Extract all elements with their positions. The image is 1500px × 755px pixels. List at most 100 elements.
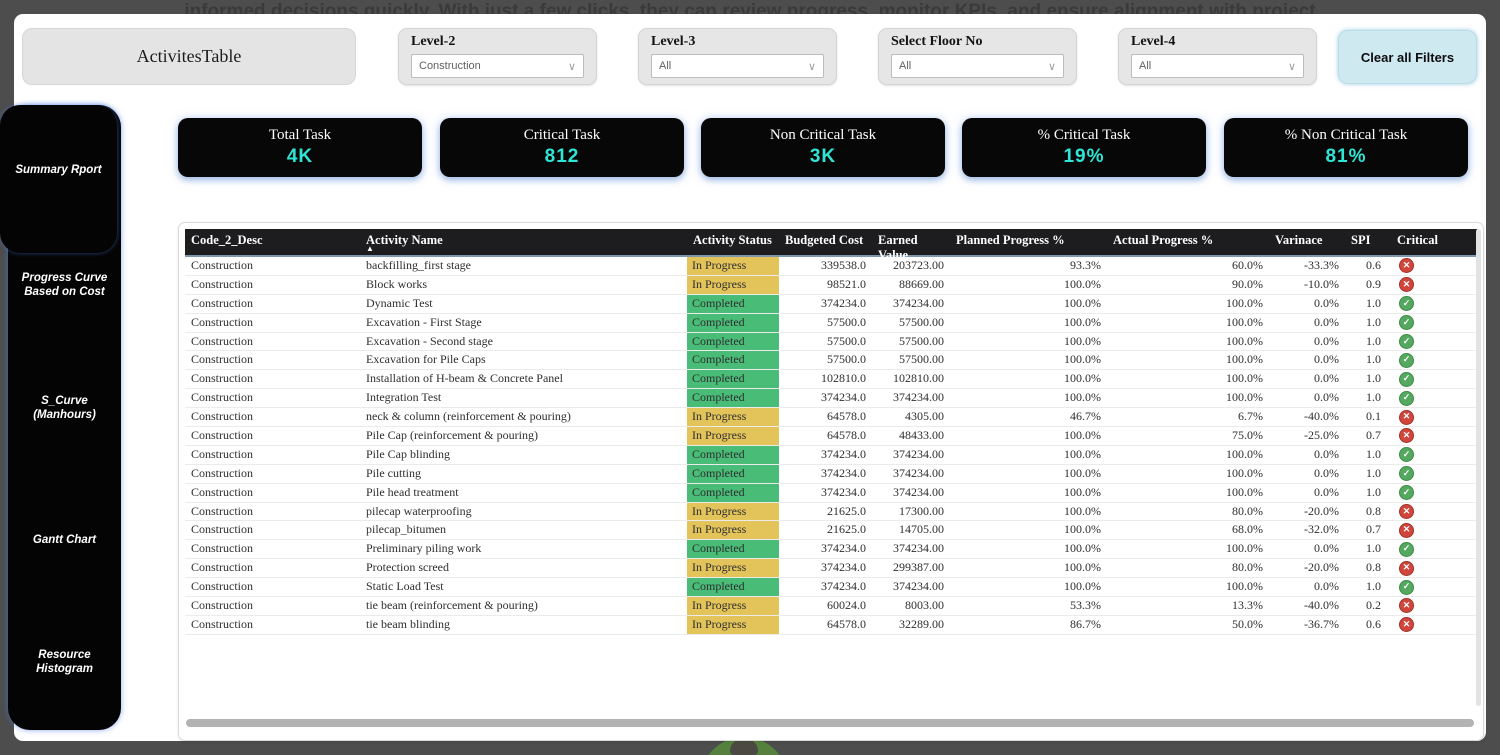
table-body: Construction backfilling_first stage In …: [185, 257, 1477, 635]
cell-spi: 1.0: [1366, 371, 1381, 386]
sidebar-item-summary-report-label: Summary Rport: [15, 164, 102, 176]
column-header-earned-value[interactable]: Earned Value: [878, 233, 918, 262]
status-badge: Completed: [687, 351, 779, 370]
dashboard: ActivitesTable Level-2 Construction ∨ Le…: [0, 14, 1486, 741]
cell-code-2-desc: Construction: [191, 465, 253, 480]
cell-critical: ✓: [1391, 446, 1472, 464]
critical-x-icon: ✕: [1399, 598, 1414, 614]
column-header-critical[interactable]: Critical: [1397, 233, 1438, 247]
table-row[interactable]: Construction Pile head treatment Complet…: [185, 483, 1477, 503]
status-badge: In Progress: [687, 502, 779, 521]
cell-earned-value: 374234.00: [893, 579, 944, 594]
filter-level-3-dropdown[interactable]: All ∨: [651, 54, 824, 78]
table-row[interactable]: Construction Pile Cap blinding Completed…: [185, 445, 1477, 465]
column-header-budgeted-cost[interactable]: Budgeted Cost: [785, 233, 864, 247]
filter-level-2-dropdown[interactable]: Construction ∨: [411, 54, 584, 78]
sidebar-item-progress-curve-cost[interactable]: Progress Curve Based on Cost: [21, 272, 108, 298]
sidebar-item-s-curve-manhours[interactable]: S_Curve (Manhours): [33, 395, 96, 421]
table-row[interactable]: Construction neck & column (reinforcemen…: [185, 408, 1477, 428]
avatar-head: [730, 739, 758, 755]
cell-spi: 0.8: [1366, 560, 1381, 575]
cell-budgeted-cost: 102810.0: [821, 371, 866, 386]
cell-critical: ✓: [1391, 484, 1472, 502]
cell-activity-name: Pile Cap blinding: [366, 446, 450, 461]
column-header-activity-name[interactable]: Activity Name ▲: [360, 229, 687, 263]
critical-check-icon: ✓: [1399, 352, 1414, 368]
cell-spi: 1.0: [1366, 484, 1381, 499]
cell-earned-value: 299387.00: [893, 560, 944, 575]
status-badge: In Progress: [687, 597, 779, 615]
table-row[interactable]: Construction tie beam (reinforcement & p…: [185, 597, 1477, 616]
sidebar-item-resource-histogram[interactable]: Resource Histogram: [36, 649, 93, 675]
cell-variance: -40.0%: [1304, 598, 1339, 613]
cell-spi: 1.0: [1366, 390, 1381, 405]
table-row[interactable]: Construction backfilling_first stage In …: [185, 257, 1477, 276]
column-header-variance[interactable]: Varinace: [1275, 233, 1323, 247]
table-row[interactable]: Construction Excavation - Second stage C…: [185, 332, 1477, 352]
critical-x-icon: ✕: [1399, 617, 1414, 633]
column-header-activity-status[interactable]: Activity Status: [693, 233, 772, 247]
cell-critical: ✕: [1391, 408, 1472, 426]
cell-activity-name: Excavation for Pile Caps: [366, 352, 486, 367]
column-header-actual-progress[interactable]: Actual Progress %: [1113, 233, 1214, 247]
cell-variance: -20.0%: [1304, 503, 1339, 518]
table-row[interactable]: Construction pilecap waterproofing In Pr…: [185, 502, 1477, 522]
cell-variance: 0.0%: [1314, 579, 1339, 594]
cell-spi: 1.0: [1366, 579, 1381, 594]
table-row[interactable]: Construction Excavation for Pile Caps Co…: [185, 351, 1477, 371]
table-row[interactable]: Construction pilecap_bitumen In Progress…: [185, 521, 1477, 541]
horizontal-scrollbar[interactable]: [186, 719, 1474, 727]
cell-variance: 0.0%: [1314, 352, 1339, 367]
table-row[interactable]: Construction Dynamic Test Completed 3742…: [185, 294, 1477, 314]
table-row[interactable]: Construction Preliminary piling work Com…: [185, 540, 1477, 560]
column-header-spi[interactable]: SPI: [1351, 233, 1371, 247]
table-row[interactable]: Construction Static Load Test Completed …: [185, 578, 1477, 598]
table-row[interactable]: Construction Protection screed In Progre…: [185, 559, 1477, 579]
sidebar-item-summary-report[interactable]: Summary Rport: [0, 105, 117, 253]
vertical-scrollbar[interactable]: [1476, 229, 1481, 706]
filter-floor-no-label: Select Floor No: [891, 34, 983, 49]
cell-earned-value: 57500.00: [899, 352, 944, 367]
table-row[interactable]: Construction tie beam blinding In Progre…: [185, 615, 1477, 635]
cell-code-2-desc: Construction: [191, 258, 253, 272]
cell-actual-progress: 100.0%: [1226, 465, 1263, 480]
cell-spi: 1.0: [1366, 352, 1381, 367]
cell-budgeted-cost: 98521.0: [827, 276, 866, 291]
cell-activity-name: pilecap waterproofing: [366, 503, 472, 518]
cell-actual-progress: 100.0%: [1226, 314, 1263, 329]
cell-spi: 1.0: [1366, 446, 1381, 461]
filter-floor-no-dropdown[interactable]: All ∨: [891, 54, 1064, 78]
critical-check-icon: ✓: [1399, 485, 1414, 501]
cell-actual-progress: 100.0%: [1226, 484, 1263, 499]
cell-code-2-desc: Construction: [191, 314, 253, 329]
table-row[interactable]: Construction Pile cutting Completed 3742…: [185, 464, 1477, 484]
table-row[interactable]: Construction Pile Cap (reinforcement & p…: [185, 427, 1477, 446]
table-row[interactable]: Construction Integration Test Completed …: [185, 389, 1477, 409]
kpi-pct-non-critical-task: % Non Critical Task 81%: [1224, 118, 1468, 177]
kpi-critical-task: Critical Task 812: [440, 118, 684, 177]
cell-spi: 1.0: [1366, 314, 1381, 329]
cell-actual-progress: 13.3%: [1232, 598, 1263, 613]
kpi-total-task-value: 4K: [286, 146, 314, 167]
cell-spi: 1.0: [1366, 295, 1381, 310]
column-header-code-2-desc[interactable]: Code_2_Desc: [191, 233, 263, 247]
table-row[interactable]: Construction Block works In Progress 985…: [185, 275, 1477, 295]
cell-variance: -25.0%: [1304, 428, 1339, 443]
critical-check-icon: ✓: [1399, 371, 1414, 387]
cell-planned-progress: 100.0%: [1064, 352, 1101, 367]
cell-variance: 0.0%: [1314, 465, 1339, 480]
critical-x-icon: ✕: [1399, 560, 1414, 576]
status-badge: Completed: [687, 370, 779, 389]
table-row[interactable]: Construction Excavation - First Stage Co…: [185, 313, 1477, 333]
clear-all-filters-button[interactable]: Clear all Filters: [1338, 30, 1477, 84]
filter-level-4-dropdown[interactable]: All ∨: [1131, 54, 1304, 78]
critical-check-icon: ✓: [1399, 466, 1414, 482]
kpi-pct-non-critical-task-value: 81%: [1325, 146, 1367, 167]
table-row[interactable]: Construction Installation of H-beam & Co…: [185, 370, 1477, 390]
column-header-planned-progress[interactable]: Planned Progress %: [956, 233, 1065, 247]
cell-budgeted-cost: 374234.0: [821, 465, 866, 480]
critical-x-icon: ✕: [1399, 522, 1414, 538]
sidebar-item-gantt-chart[interactable]: Gantt Chart: [32, 534, 97, 546]
cell-spi: 1.0: [1366, 333, 1381, 348]
cell-code-2-desc: Construction: [191, 276, 253, 291]
